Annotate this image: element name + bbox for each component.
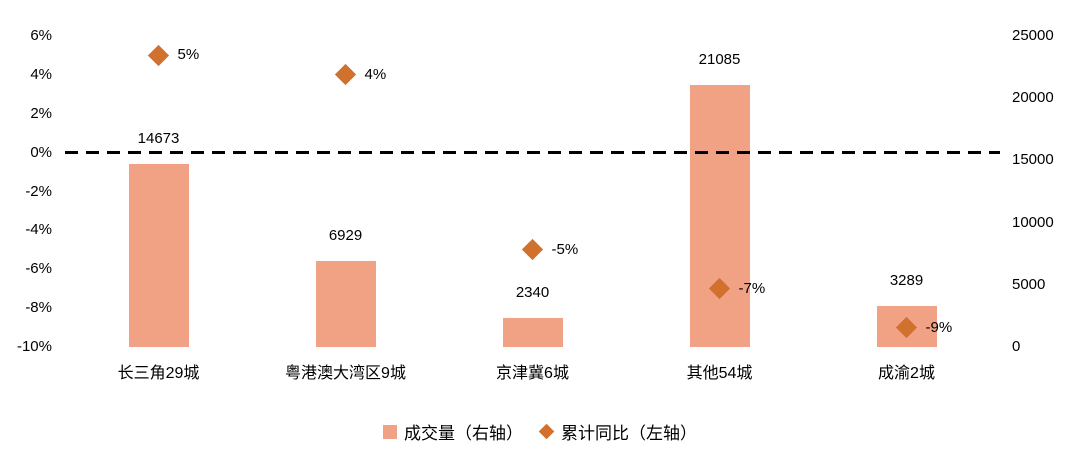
legend: 成交量（右轴） 累计同比（左轴） <box>0 419 1080 444</box>
yoy-diamond-marker[interactable] <box>147 44 170 67</box>
bar-series-swatch-icon <box>383 424 397 439</box>
yoy-value-label: 4% <box>364 65 387 83</box>
yoy-value-label: -9% <box>925 318 953 336</box>
volume-bar[interactable] <box>315 260 376 347</box>
bar-value-label: 3289 <box>889 272 924 290</box>
legend-label-yoy: 累计同比（左轴） <box>561 424 697 443</box>
yoy-diamond-marker[interactable] <box>334 64 357 86</box>
yoy-value-label: -7% <box>738 279 766 297</box>
left-axis-tick: 2% <box>30 104 52 122</box>
left-axis-tick: -10% <box>16 338 52 355</box>
left-axis-tick: -8% <box>25 299 52 317</box>
bar-value-label: 21085 <box>698 50 741 68</box>
bar-value-label: 2340 <box>515 283 550 301</box>
yoy-diamond-marker[interactable] <box>521 239 544 261</box>
left-axis-tick: -6% <box>25 260 52 278</box>
left-axis-tick: -2% <box>25 182 52 200</box>
right-axis-tick: 10000 <box>1012 213 1054 231</box>
category-label: 成渝2城 <box>878 365 935 382</box>
category-label: 长三角29城 <box>117 365 200 382</box>
right-axis-tick: 25000 <box>1012 27 1054 44</box>
left-axis-tick: 0% <box>30 143 52 161</box>
yoy-value-label: -5% <box>551 240 579 258</box>
category-label: 京津冀6城 <box>496 365 569 382</box>
category-label: 其他54城 <box>686 365 753 382</box>
volume-bar[interactable] <box>502 317 563 347</box>
category-label: 粤港澳大湾区9城 <box>285 365 406 382</box>
left-axis-tick: 4% <box>30 65 52 83</box>
zero-dashed-line <box>65 151 1000 155</box>
left-axis-tick: 6% <box>30 27 52 44</box>
left-axis-tick: -4% <box>25 221 52 239</box>
legend-label-volume: 成交量（右轴） <box>404 424 523 443</box>
right-axis-tick: 5000 <box>1012 275 1046 293</box>
right-axis-tick: 15000 <box>1012 151 1054 169</box>
yoy-value-label: 5% <box>177 46 200 64</box>
legend-item-volume[interactable]: 成交量（右轴） <box>383 419 523 444</box>
right-axis-tick: 20000 <box>1012 89 1054 107</box>
bar-value-label: 14673 <box>137 130 180 148</box>
right-axis-tick: 0 <box>1012 338 1021 355</box>
bar-value-label: 6929 <box>328 226 363 244</box>
volume-bar[interactable] <box>128 164 189 347</box>
volume-bar[interactable] <box>689 84 750 347</box>
diamond-series-swatch-icon <box>538 423 555 440</box>
legend-item-yoy[interactable]: 累计同比（左轴） <box>538 419 697 444</box>
